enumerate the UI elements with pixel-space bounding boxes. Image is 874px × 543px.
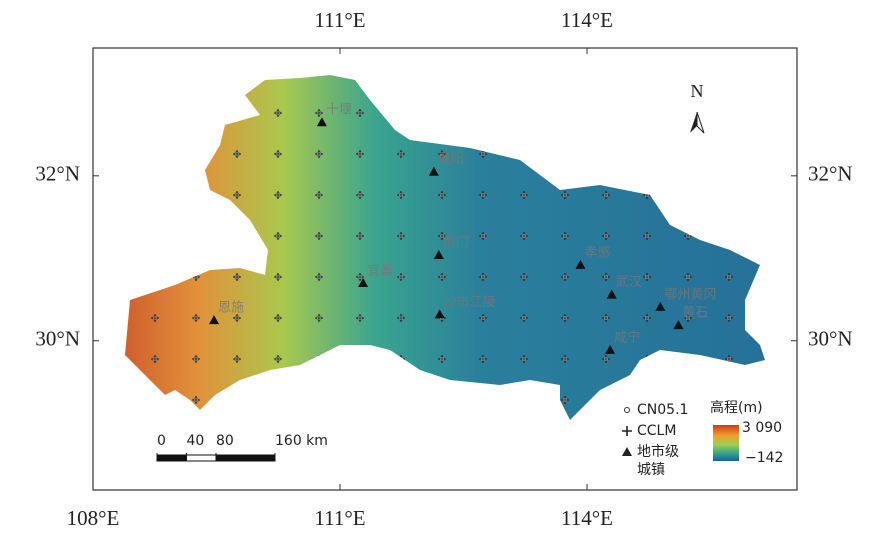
- city-label: 十堰: [326, 103, 352, 118]
- city-label: 鄂州黄冈: [664, 287, 716, 302]
- elevation-colorbar: [713, 425, 739, 461]
- legend-city-2: 城镇: [637, 462, 665, 478]
- city-label: 孝感: [584, 244, 610, 260]
- scale-segment: [216, 455, 275, 461]
- y-tick-label: 30°N: [35, 327, 80, 351]
- north-label: N: [691, 81, 704, 101]
- scale-label: 80: [216, 433, 234, 449]
- city-label: 襄阳: [438, 151, 464, 167]
- city-label: 黄石: [682, 306, 708, 321]
- x-tick-label: 114°E: [561, 506, 613, 530]
- legend-cclm: CCLM: [637, 423, 676, 439]
- y-tick-label: 32°N: [808, 162, 853, 186]
- elevation-title: 高程(m): [710, 399, 763, 416]
- scale-segment: [157, 455, 187, 461]
- x-tick-label: 108°E: [67, 506, 120, 530]
- x-tick-label: 111°E: [314, 506, 365, 530]
- city-label: 恩施: [218, 301, 244, 316]
- legend-city-1: 地市级: [637, 443, 679, 460]
- legend-circle: [625, 408, 630, 413]
- city-label: 荆门: [443, 234, 469, 250]
- map-figure: N 高程(m) 3 090 −142 CN05.1 CCLM 地市级 城镇 0 4…: [0, 0, 874, 538]
- scale-label: 0: [157, 433, 166, 449]
- y-tick-label: 30°N: [808, 327, 853, 351]
- scale-label: 40: [187, 433, 205, 449]
- x-tick-label: 111°E: [314, 8, 365, 32]
- scale-label: 160 km: [275, 433, 328, 449]
- x-tick-label: 114°E: [561, 8, 613, 32]
- city-label: 宜昌: [367, 264, 393, 279]
- city-label: 沙市江陵: [444, 294, 496, 310]
- city-label: 武汉: [616, 275, 642, 290]
- scale-segment: [187, 455, 217, 461]
- elevation-max: 3 090: [742, 420, 782, 436]
- legend-cn05: CN05.1: [637, 402, 688, 418]
- city-label: 咸宁: [614, 329, 640, 345]
- y-tick-label: 32°N: [35, 162, 80, 186]
- elevation-min: −142: [745, 450, 783, 466]
